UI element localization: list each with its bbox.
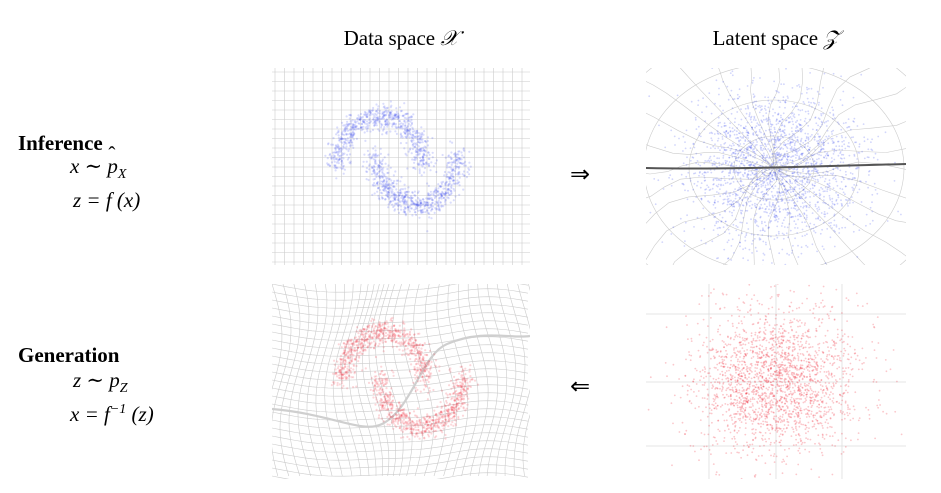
- data-points: [324, 100, 472, 233]
- collapsed-line: [646, 163, 906, 170]
- boundary-curve: [272, 334, 530, 428]
- generation-eq-sample: z ∼ pZ: [73, 368, 128, 397]
- latent-space-symbol: 𝒵: [823, 26, 840, 50]
- latent-samples: [647, 284, 903, 479]
- latent-space-label: Latent space: [712, 26, 819, 50]
- generation-title: Generation: [18, 343, 120, 367]
- data-space-header: Data space 𝒳: [272, 26, 530, 51]
- inference-data-plot: [272, 68, 530, 265]
- inference-latent-panel: [646, 68, 906, 265]
- generation-latent-plot: [646, 284, 906, 479]
- latent-points: [648, 68, 902, 265]
- data-space-symbol: 𝒳: [440, 26, 459, 50]
- grid-lines: [646, 284, 906, 479]
- latent-space-header: Latent space 𝒵: [646, 26, 906, 51]
- generation-data-plot: [272, 284, 530, 479]
- grid-lines: [272, 68, 530, 265]
- generation-latent-panel: [646, 284, 906, 479]
- inference-arrow: ⇒: [570, 160, 591, 188]
- warped-grid: [272, 284, 530, 479]
- data-space-label: Data space: [343, 26, 436, 50]
- generated-points: [330, 316, 479, 441]
- generation-arrow: ⇐: [570, 372, 591, 400]
- inference-latent-plot: [646, 68, 906, 265]
- inference-data-panel: [272, 68, 530, 265]
- generation-data-panel: [272, 284, 530, 479]
- inference-title: Inference: [18, 131, 103, 155]
- inference-eq-map: z = f (x): [73, 188, 141, 212]
- generation-eq-map: x = f−1 (z): [70, 402, 154, 426]
